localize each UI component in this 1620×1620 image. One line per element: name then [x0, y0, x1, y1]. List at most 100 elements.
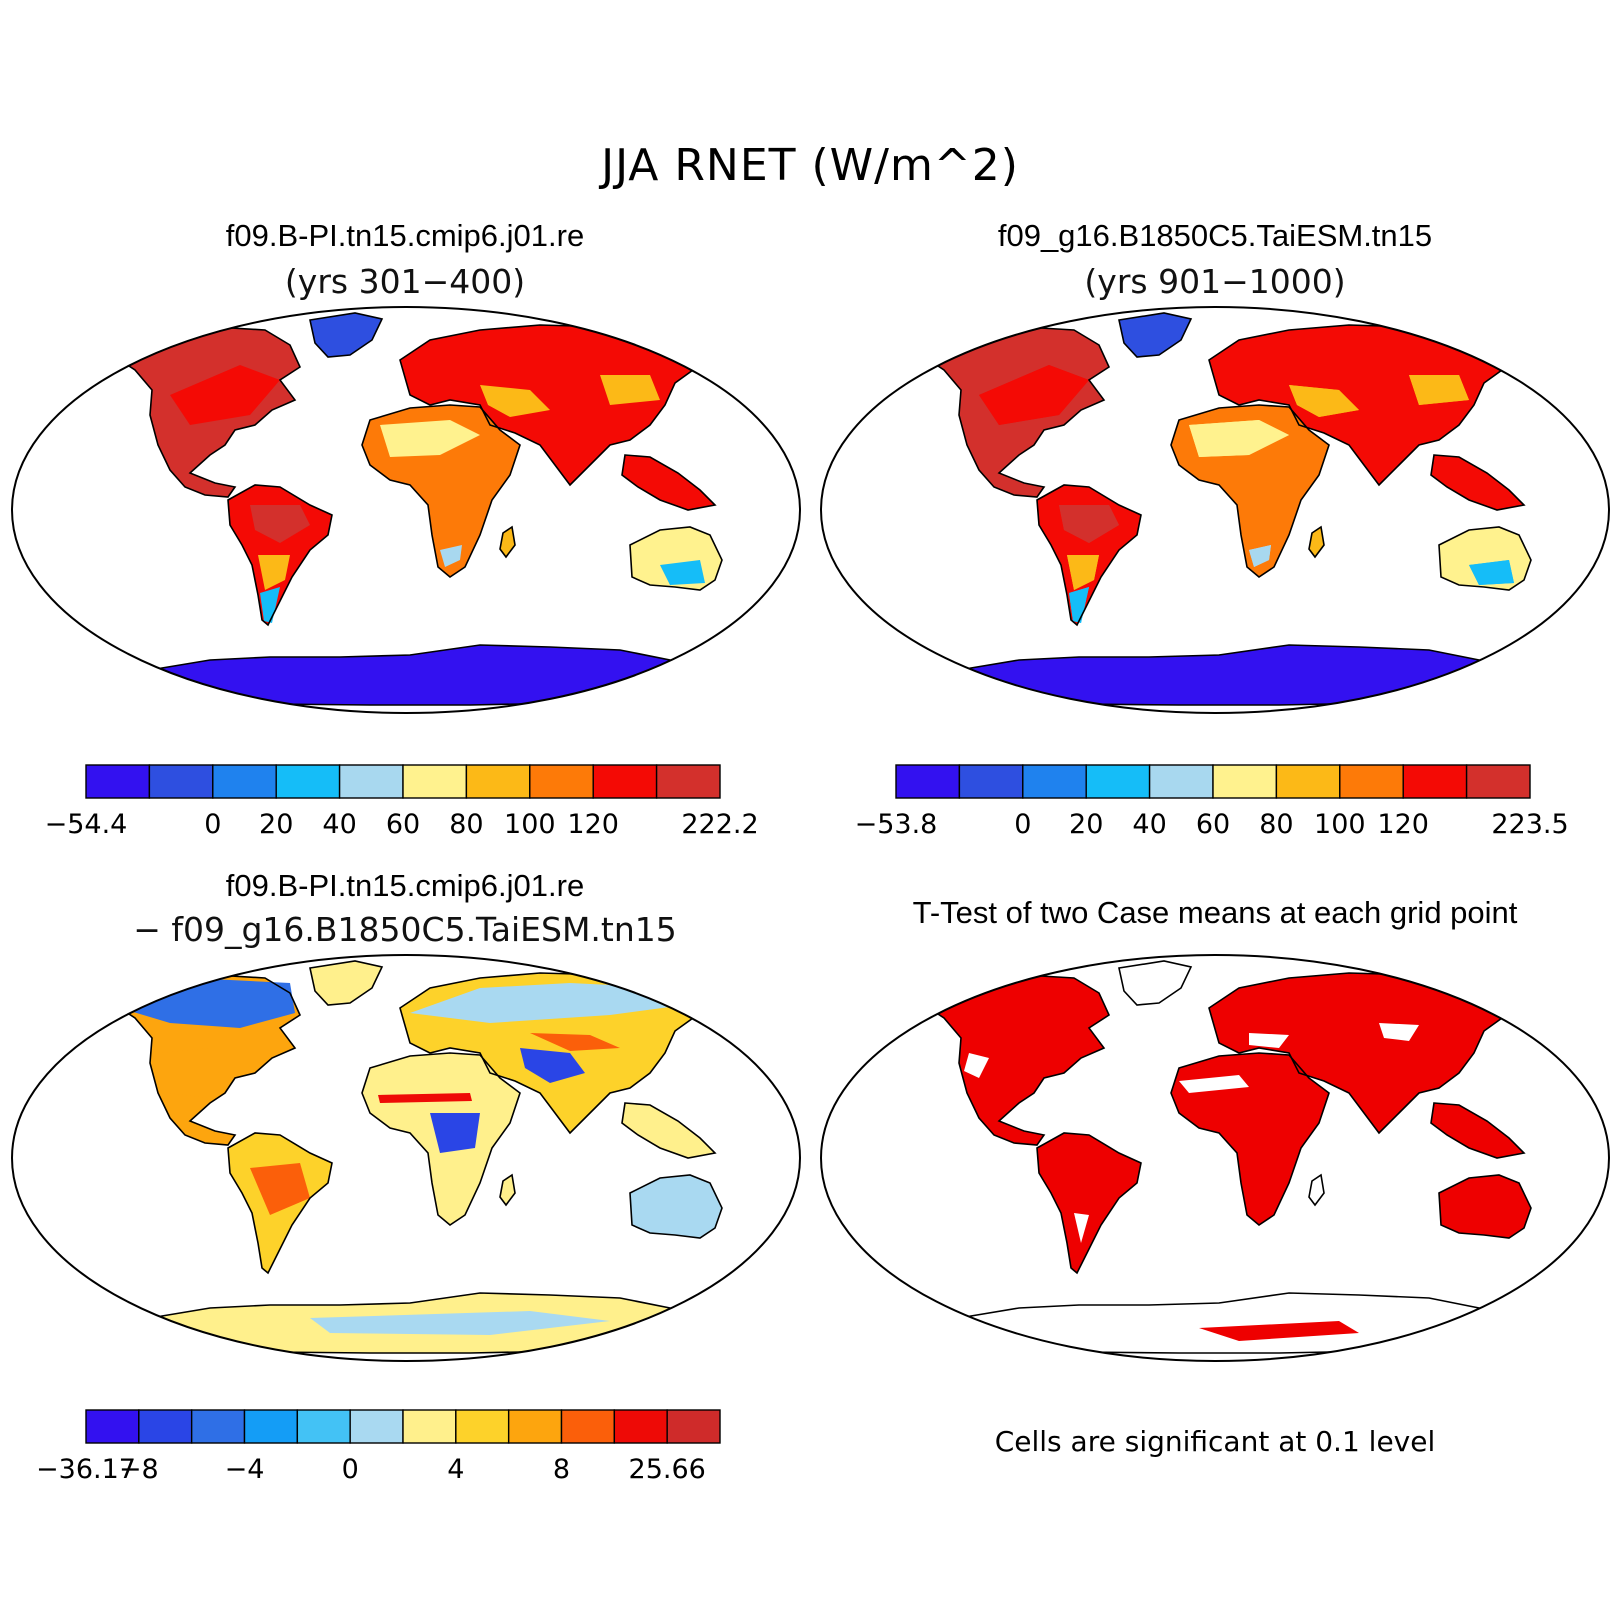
field-patch	[660, 560, 705, 585]
land-eurasia	[1209, 325, 1519, 485]
colorbar-box	[338, 764, 404, 799]
colorbar-label: 100	[1314, 809, 1366, 840]
field-patch	[258, 555, 290, 590]
land-australia	[630, 1175, 722, 1238]
land-greenland	[1119, 313, 1191, 357]
field-patch	[1249, 1033, 1289, 1048]
land-eurasia	[1209, 973, 1519, 1133]
land-seasia	[1431, 1103, 1524, 1158]
colorbar-box	[895, 764, 961, 799]
land-greenland	[1119, 961, 1191, 1005]
panel-case2-title: f09_g16.B1850C5.TaiESM.tn15	[997, 218, 1433, 253]
map-case2	[820, 306, 1610, 714]
coastline	[499, 525, 516, 559]
colorbar-box	[529, 764, 594, 799]
colorbar-box	[275, 764, 341, 799]
colorbar-label: 40	[322, 809, 356, 840]
field-patch	[530, 1033, 620, 1051]
colorbar-box	[666, 1409, 721, 1444]
panel-diff-subtitle: − f09_g16.B1850C5.TaiESM.tn15	[133, 910, 677, 949]
colorbar-box	[1085, 764, 1151, 799]
colorbar-diff: −36.17−8 −4 0 4 8 25.66	[36, 1409, 721, 1485]
panel-case1-title: f09.B-PI.tn15.cmip6.j01.re	[225, 218, 585, 253]
coastline	[629, 526, 723, 591]
colorbar-box	[560, 1409, 616, 1444]
colorbar-box	[296, 1409, 351, 1444]
map-border	[820, 306, 1610, 714]
coastline	[361, 404, 521, 578]
colorbar-box	[1402, 764, 1468, 799]
colorbar-box	[138, 1409, 193, 1444]
coastline	[227, 484, 333, 627]
coastline	[309, 312, 384, 358]
coastline	[1170, 404, 1330, 578]
map-border	[11, 954, 801, 1362]
field-patch	[310, 1311, 610, 1335]
map-border	[820, 954, 1610, 1362]
colorbar-label: 20	[259, 809, 293, 840]
colorbar-box	[1212, 764, 1278, 799]
colorbar-label: 40	[1132, 809, 1166, 840]
coastline	[361, 1052, 521, 1226]
land-greenland	[310, 961, 382, 1005]
significance-note: Cells are significant at 0.1 level	[994, 1425, 1436, 1458]
colorbar-box	[613, 1409, 668, 1444]
land-africa	[1171, 1053, 1329, 1225]
colorbar-box	[1022, 764, 1087, 799]
field-patch	[979, 365, 1089, 425]
field-patch	[1379, 1023, 1419, 1041]
land-greenland	[310, 313, 382, 357]
colorbar-label: 223.5	[1491, 809, 1568, 840]
coastline	[309, 960, 384, 1006]
map-border	[11, 306, 801, 714]
colorbar-label: 80	[1259, 809, 1293, 840]
coastline	[912, 974, 1111, 1146]
field-patch	[964, 1053, 989, 1078]
field-patch	[1074, 1213, 1089, 1243]
coastline	[629, 1174, 723, 1239]
field-patch	[160, 1048, 240, 1098]
coastline	[499, 1173, 516, 1207]
colorbar-label: 4	[447, 1454, 464, 1485]
coastline	[912, 326, 1111, 498]
colorbar-box	[148, 764, 214, 799]
field-patch	[250, 1163, 310, 1215]
coastline	[621, 1102, 717, 1159]
colorbar-box	[349, 1409, 404, 1444]
panel-diff-title: f09.B-PI.tn15.cmip6.j01.re	[225, 868, 585, 903]
land-seasia	[622, 1103, 715, 1158]
colorbar-box	[402, 764, 468, 799]
colorbar-label: 20	[1069, 809, 1103, 840]
field-patch	[430, 1113, 480, 1153]
field-patch	[1289, 385, 1359, 417]
colorbar-label: 80	[449, 809, 483, 840]
field-patch	[1059, 505, 1119, 543]
colorbar-box	[1275, 764, 1341, 799]
field-patch	[410, 983, 700, 1023]
land-seasia	[1431, 455, 1524, 510]
field-patch	[440, 545, 462, 567]
colorbar-box	[1465, 764, 1531, 799]
field-patch	[250, 505, 310, 543]
coastline	[1170, 1052, 1330, 1226]
field-patch	[1409, 375, 1469, 405]
panel-case2-subtitle: (yrs 901−1000)	[1084, 262, 1346, 301]
colorbar-label: 0	[1014, 809, 1031, 840]
field-patch	[1249, 545, 1271, 567]
field-patch	[1189, 420, 1289, 457]
field-patch	[1069, 587, 1089, 623]
colorbar-label: 60	[386, 809, 420, 840]
colorbar-label: 25.66	[629, 1454, 706, 1485]
colorbar-label: −53.8	[855, 809, 938, 840]
field-patch	[1067, 555, 1099, 590]
colorbar-box	[85, 764, 151, 799]
field-patch	[1199, 1321, 1359, 1341]
colorbar-box	[190, 1409, 246, 1444]
coastline	[1118, 312, 1193, 358]
land-antarctica	[150, 645, 700, 705]
coastline	[103, 326, 302, 498]
field-patch	[1469, 560, 1514, 585]
colorbar-box	[243, 1409, 299, 1444]
figure-title: JJA RNET (W/m^2)	[601, 140, 1019, 191]
colorbar-label: −54.4	[45, 809, 128, 840]
